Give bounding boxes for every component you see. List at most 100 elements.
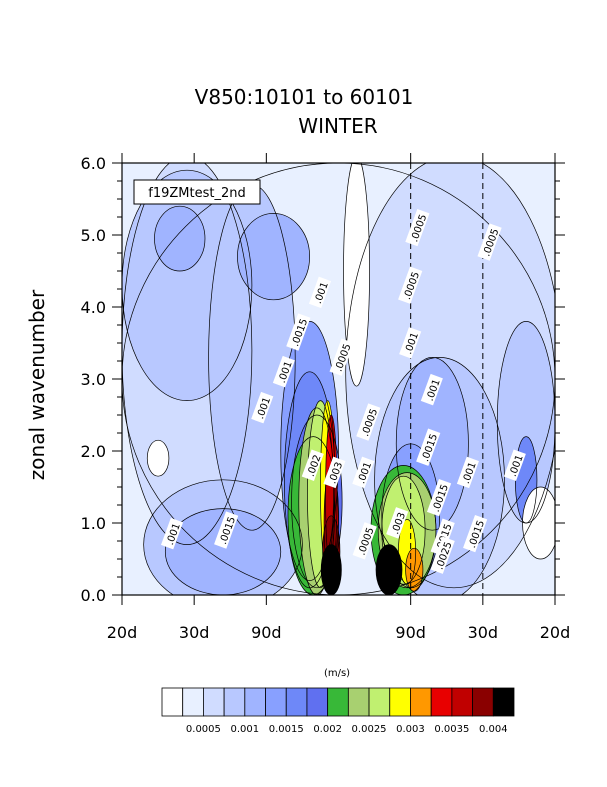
contour-line — [122, 163, 253, 545]
contour-label-background — [399, 327, 422, 359]
colorbar-swatch — [265, 687, 287, 717]
x-tick-label: 20d — [540, 623, 571, 642]
contour-label-background — [356, 403, 381, 441]
case-label-box: f19ZMtest_2nd — [133, 179, 261, 205]
contour-line — [325, 414, 338, 574]
contour-label-background — [214, 511, 239, 549]
colorbar-swatch — [306, 687, 329, 717]
contour-label-background — [329, 338, 354, 376]
y-tick-label: 3.0 — [81, 370, 106, 389]
contour-label-background — [301, 449, 324, 481]
contour-line — [375, 544, 403, 595]
contour-label-background — [308, 276, 332, 309]
x-tick-label: 90d — [251, 623, 282, 642]
contour-line — [237, 213, 310, 301]
contour-region — [522, 487, 555, 559]
x-tick-label: 30d — [468, 623, 499, 642]
contour-label-background — [251, 391, 274, 424]
colorbar-swatch — [327, 687, 349, 717]
contour-line — [522, 486, 555, 560]
x-tick-label: 30d — [179, 623, 210, 642]
contour-line — [322, 515, 341, 589]
colorbar-swatch — [161, 687, 184, 717]
contour-label-background — [405, 208, 430, 247]
colorbar-label: 0.0035 — [434, 724, 469, 735]
colorbar-swatch — [223, 687, 246, 717]
contour-line — [395, 357, 469, 531]
contour-line — [496, 321, 555, 524]
y-tick-labels: 0.0 1.0 2.0 3.0 4.0 5.0 6.0 — [81, 154, 106, 605]
contour-region — [343, 163, 370, 387]
colorbar-label: 0.001 — [231, 724, 260, 735]
contour-line — [307, 400, 334, 589]
contour-label-background — [463, 514, 488, 553]
contour-line — [514, 436, 538, 524]
colorbar-label: 0.0025 — [352, 724, 387, 735]
contour-line — [377, 472, 437, 589]
y-tick-label: 1.0 — [81, 514, 106, 533]
contour-label-background — [420, 373, 443, 406]
contour-line — [381, 443, 440, 589]
colorbar — [161, 687, 515, 717]
contour-label-background — [272, 355, 295, 388]
contour-region — [237, 213, 310, 300]
contour-label-background — [416, 428, 441, 466]
units-label: (m/s) — [324, 668, 350, 679]
axis-ticks — [112, 153, 565, 605]
colorbar-swatch — [430, 687, 453, 717]
contour-line — [381, 475, 426, 585]
colorbar-swatch — [472, 687, 494, 717]
contour-line — [405, 547, 424, 592]
contour-label-background — [352, 456, 375, 489]
colorbar-label: 0.002 — [313, 724, 342, 735]
colorbar-label: 0.0005 — [186, 724, 221, 735]
colorbar-swatch — [389, 687, 411, 717]
case-label: f19ZMtest_2nd — [148, 186, 245, 201]
y-tick-label: 5.0 — [81, 226, 106, 245]
contour-label-background — [286, 313, 311, 351]
chart-subtitle: WINTER — [298, 114, 377, 138]
y-tick-label: 2.0 — [81, 442, 106, 461]
contour-line — [146, 439, 170, 477]
contour-line — [343, 163, 370, 387]
plot-area: .001.0015.001.001.0015.001.002.003.0005.… — [112, 153, 565, 605]
contour-line — [154, 205, 206, 272]
contour-label-background — [426, 478, 452, 517]
contour-label-background — [161, 517, 184, 550]
colorbar-labels: 0.0005 0.001 0.0015 0.002 0.0025 0.003 0.0035 0… — [186, 724, 508, 735]
colorbar-swatch — [182, 687, 204, 717]
x-tick-label: 20d — [107, 623, 138, 642]
contour-label-background — [398, 266, 423, 304]
y-axis-label: zonal wavenumber — [25, 289, 49, 480]
colorbar-swatch — [368, 687, 391, 717]
contour-line — [143, 479, 303, 595]
contour-region — [147, 440, 169, 477]
colorbar-swatch — [285, 687, 308, 717]
colorbar-swatch — [410, 687, 432, 717]
colorbar-swatch — [347, 687, 370, 717]
contour-label-background — [430, 536, 455, 574]
contour-label-background — [503, 449, 526, 481]
y-tick-label: 6.0 — [81, 154, 106, 173]
contour-line — [320, 544, 342, 595]
contour-label-background — [386, 507, 409, 539]
chart-title: V850:10101 to 60101 — [195, 85, 414, 109]
y-tick-label: 0.0 — [81, 586, 106, 605]
colorbar-label: 0.003 — [396, 724, 425, 735]
colorbar-swatch — [492, 687, 515, 717]
contour-label-background — [352, 522, 377, 560]
contour-region — [154, 206, 205, 271]
contour-line — [345, 163, 555, 589]
contour-line — [164, 508, 282, 595]
colorbar-swatch — [203, 687, 225, 717]
x-tick-labels: 20d 30d 90d 90d 30d 20d — [107, 623, 571, 642]
contour-line — [291, 414, 343, 589]
contour-label-background — [456, 456, 479, 489]
colorbar-swatch — [451, 687, 473, 717]
contour-label-background — [323, 456, 346, 489]
colorbar-swatch — [244, 687, 266, 717]
x-tick-label: 90d — [395, 623, 426, 642]
colorbar-label: 0.0015 — [269, 724, 304, 735]
y-tick-label: 4.0 — [81, 298, 106, 317]
